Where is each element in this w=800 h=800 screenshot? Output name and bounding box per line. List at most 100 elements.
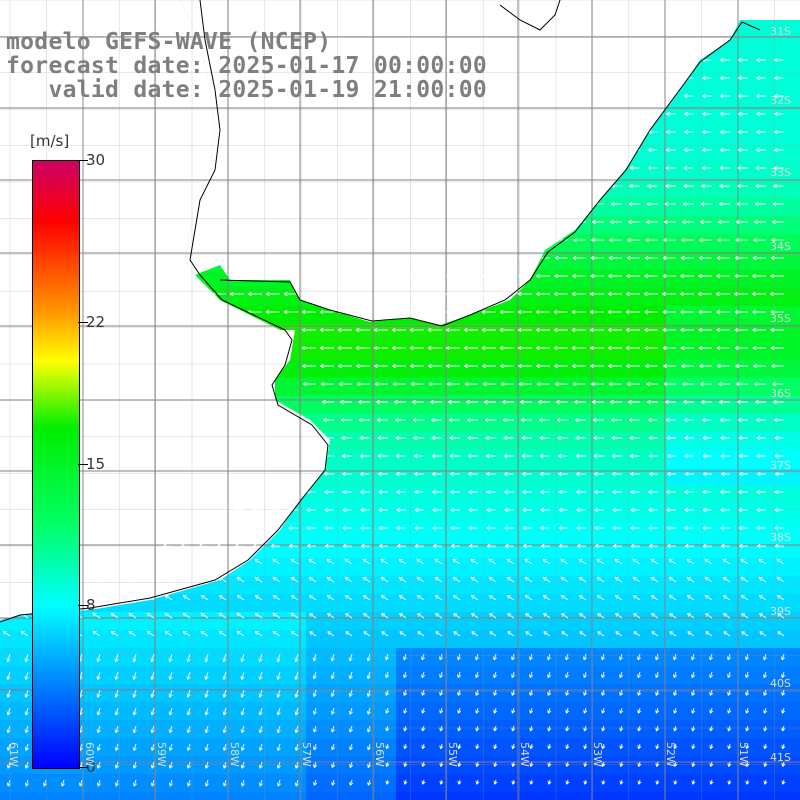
wind-cell xyxy=(630,306,649,325)
wind-cell xyxy=(360,540,379,559)
wind-cell xyxy=(666,288,685,307)
wind-arrow xyxy=(648,111,658,117)
wind-cell xyxy=(378,612,397,631)
wind-arrow xyxy=(392,255,406,261)
wind-cell xyxy=(342,612,361,631)
wind-cell xyxy=(720,72,739,91)
wind-cell xyxy=(432,558,451,577)
wind-arrow xyxy=(770,273,784,279)
wind-cell xyxy=(360,342,379,361)
wind-cell xyxy=(540,522,559,541)
wind-cell xyxy=(270,288,289,307)
wind-cell xyxy=(684,288,703,307)
wind-arrow xyxy=(734,273,748,279)
wind-arrow xyxy=(521,147,532,153)
wind-cell xyxy=(216,576,235,595)
wind-arrow xyxy=(229,309,244,315)
wind-cell xyxy=(756,486,775,505)
wind-cell xyxy=(306,396,325,415)
wind-arrow xyxy=(612,111,622,117)
wind-arrow xyxy=(265,309,280,315)
wind-cell xyxy=(648,378,667,397)
wind-arrow xyxy=(738,93,748,99)
wind-cell xyxy=(306,378,325,397)
wind-arrow xyxy=(719,129,730,135)
wind-cell xyxy=(468,324,487,343)
wind-cell xyxy=(342,576,361,595)
wind-arrow xyxy=(575,183,586,189)
wind-cell xyxy=(558,342,577,361)
wind-cell xyxy=(342,522,361,541)
wind-arrow xyxy=(483,219,496,225)
wind-cell xyxy=(756,126,775,145)
wind-cell xyxy=(270,612,289,631)
wind-cell xyxy=(774,180,793,199)
wind-cell xyxy=(702,594,721,613)
wind-cell xyxy=(0,630,19,649)
wind-cell xyxy=(414,468,433,487)
wind-cell xyxy=(594,414,613,433)
wind-cell xyxy=(450,504,469,523)
wind-cell xyxy=(378,792,397,800)
wind-cell xyxy=(648,522,667,541)
wind-arrow xyxy=(355,309,370,315)
wind-arrow xyxy=(752,255,766,261)
wind-arrow xyxy=(427,291,442,297)
wind-arrow xyxy=(701,165,712,171)
wind-cell xyxy=(378,324,397,343)
wind-cell xyxy=(342,450,361,469)
wind-arrow xyxy=(644,309,658,315)
wind-cell xyxy=(324,450,343,469)
wind-cell xyxy=(720,144,739,163)
longitude-label: 61W xyxy=(7,742,20,767)
wind-cell xyxy=(180,612,199,631)
wind-cell xyxy=(684,252,703,271)
wind-cell xyxy=(774,36,793,55)
wind-arrow xyxy=(485,147,496,153)
wind-cell xyxy=(612,630,631,649)
wind-cell xyxy=(288,396,307,415)
colorbar-tick-mark xyxy=(78,160,88,161)
wind-cell xyxy=(720,270,739,289)
wind-cell xyxy=(792,558,800,577)
wind-cell xyxy=(306,792,325,800)
wind-cell xyxy=(108,630,127,649)
wind-cell xyxy=(432,324,451,343)
wind-cell xyxy=(792,162,800,181)
wind-cell xyxy=(720,576,739,595)
wind-arrow xyxy=(680,273,694,279)
wind-cell xyxy=(738,792,757,800)
wind-cell xyxy=(234,630,253,649)
wind-arrow xyxy=(699,219,712,225)
wind-cell xyxy=(306,594,325,613)
wind-cell xyxy=(702,558,721,577)
wind-arrow xyxy=(555,237,568,243)
wind-cell xyxy=(522,288,541,307)
wind-cell xyxy=(648,468,667,487)
wind-cell xyxy=(594,396,613,415)
wind-cell xyxy=(792,450,800,469)
wind-cell xyxy=(486,396,505,415)
wind-cell xyxy=(234,576,253,595)
wind-cell xyxy=(648,450,667,469)
wind-arrow xyxy=(503,147,514,153)
wind-cell xyxy=(666,576,685,595)
wind-cell xyxy=(594,576,613,595)
wind-cell xyxy=(630,450,649,469)
wind-cell xyxy=(540,792,559,800)
wind-cell xyxy=(666,234,685,253)
wind-cell xyxy=(234,792,253,800)
wind-cell xyxy=(702,486,721,505)
wind-cell xyxy=(648,252,667,271)
wind-cell xyxy=(522,576,541,595)
wind-arrow xyxy=(701,183,712,189)
wind-cell xyxy=(594,378,613,397)
wind-cell xyxy=(360,522,379,541)
wind-cell xyxy=(612,522,631,541)
wind-cell xyxy=(648,432,667,451)
wind-cell xyxy=(792,648,800,667)
wind-cell xyxy=(450,792,469,800)
wind-cell xyxy=(720,252,739,271)
wind-cell xyxy=(360,792,379,800)
